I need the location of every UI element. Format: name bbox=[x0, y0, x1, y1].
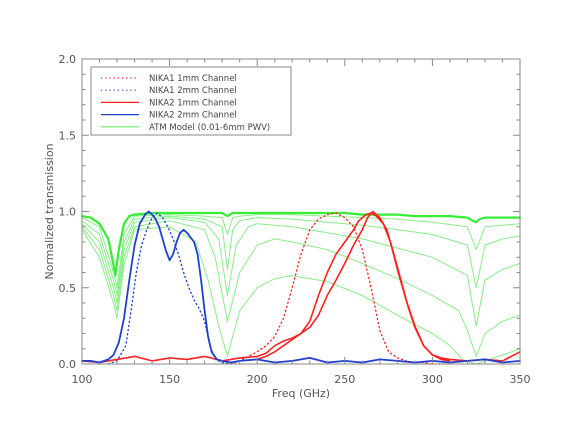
x-tick-label: 200 bbox=[247, 373, 268, 386]
series-line-5 bbox=[80, 211, 522, 277]
x-tick-label: 250 bbox=[334, 373, 355, 386]
x-axis-title: Freq (GHz) bbox=[272, 387, 330, 400]
series-line-6 bbox=[81, 214, 521, 289]
legend-label-1: NIKA1 2mm Channel bbox=[149, 86, 237, 96]
series-line-9 bbox=[81, 220, 521, 357]
y-tick-label: 2.0 bbox=[59, 53, 77, 66]
series-line-7 bbox=[81, 215, 521, 296]
y-tick-label: 0.5 bbox=[59, 282, 77, 295]
ticks-layer: 100 150 200 250 300 350 0.0 0.5 1.0 1.5 2.0 bbox=[59, 53, 531, 386]
x-tick-label: 100 bbox=[72, 373, 93, 386]
x-tick-label: 350 bbox=[510, 373, 531, 386]
series-line-4 bbox=[81, 210, 521, 364]
series-line-3 bbox=[256, 210, 451, 362]
series-line-1 bbox=[107, 212, 232, 365]
series-line-8 bbox=[81, 217, 521, 327]
legend-label-4: ATM Model (0.01-6mm PWV) bbox=[149, 123, 270, 133]
series-line-10 bbox=[81, 226, 521, 365]
y-axis-title: Normalized transmission bbox=[43, 143, 56, 279]
legend-label-2: NIKA2 1mm Channel bbox=[149, 98, 237, 108]
legend: NIKA1 1mm Channel NIKA1 2mm Channel NIKA2 … bbox=[90, 66, 292, 136]
legend-label-3: NIKA2 2mm Channel bbox=[149, 111, 237, 121]
legend-label-0: NIKA1 1mm Channel bbox=[149, 74, 237, 84]
series-layer bbox=[80, 210, 522, 365]
x-tick-label: 150 bbox=[159, 373, 180, 386]
series-line-2 bbox=[81, 212, 521, 364]
legend-box bbox=[90, 66, 292, 136]
y-tick-label: 0.0 bbox=[59, 358, 77, 371]
y-tick-label: 1.5 bbox=[59, 129, 77, 142]
x-tick-label: 300 bbox=[422, 373, 443, 386]
y-tick-label: 1.0 bbox=[59, 206, 77, 219]
